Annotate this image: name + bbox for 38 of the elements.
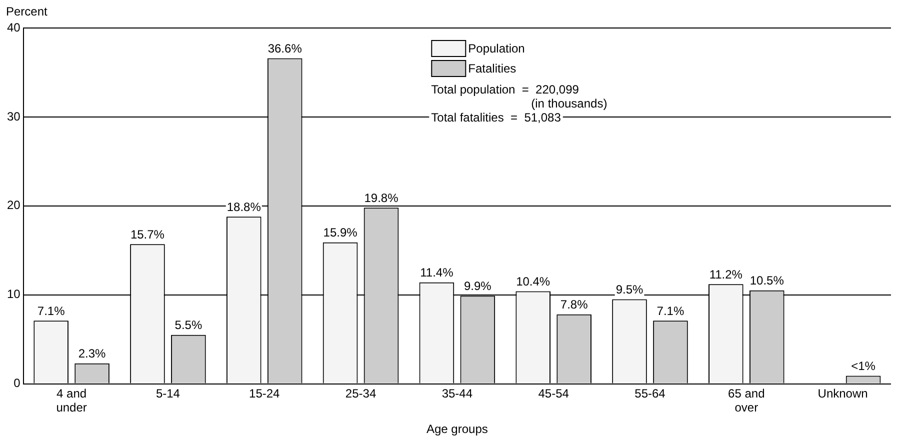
y-tick-label: 30 — [6, 109, 21, 124]
data-label: 11.4% — [420, 266, 454, 280]
x-tick-label: 4 and under — [56, 386, 87, 415]
data-label: <1% — [851, 359, 876, 374]
data-label: 11.2% — [709, 267, 743, 282]
y-axis-title: Percent — [6, 4, 48, 18]
x-tick-label: 65 and over — [728, 386, 765, 415]
data-label: 15.9% — [323, 226, 358, 240]
x-axis-title: Age groups — [426, 422, 488, 436]
data-label: 2.3% — [78, 346, 106, 361]
legend-label: Population — [468, 41, 525, 56]
annotation: Total population = 220,099 — [431, 82, 580, 96]
x-tick-label: 45-54 — [538, 386, 570, 400]
data-label: 7.8% — [560, 298, 588, 312]
data-label: 7.1% — [37, 304, 66, 318]
x-tick-label: 35-44 — [442, 386, 473, 400]
data-label: 5.5% — [174, 318, 202, 332]
y-tick-label: 20 — [6, 198, 21, 212]
y-tick-label: 0 — [14, 376, 21, 390]
data-label: 19.8% — [364, 190, 399, 205]
x-tick-label: 25-34 — [345, 386, 376, 400]
y-tick-label: 10 — [6, 287, 21, 302]
annotation: (in thousands) — [531, 96, 608, 110]
data-label: 18.8% — [226, 200, 262, 214]
x-tick-label: 15-24 — [249, 386, 280, 400]
data-label: 15.7% — [130, 227, 165, 242]
x-tick-label: 55-64 — [634, 386, 666, 400]
data-label: 9.9% — [464, 279, 492, 294]
data-label: 36.6% — [268, 42, 302, 56]
data-label: 10.5% — [750, 274, 784, 288]
data-label: 9.5% — [616, 282, 644, 297]
legend-label: Fatalities — [468, 61, 516, 76]
x-tick-label: 5-14 — [156, 386, 180, 400]
data-label: 10.4% — [516, 274, 550, 289]
annotation: Total fatalities = 51,083 — [431, 110, 562, 124]
data-label: 7.1% — [656, 304, 684, 318]
y-tick-label: 40 — [6, 20, 21, 34]
x-tick-label: Unknown — [818, 386, 868, 400]
